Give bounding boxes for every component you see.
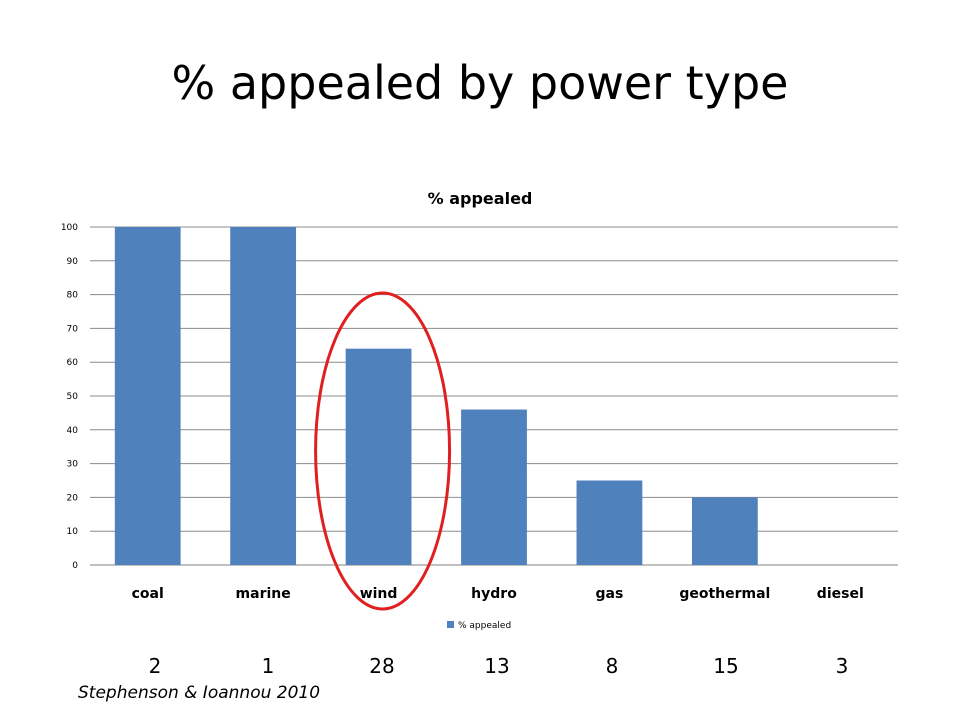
bar-chart: % appealed 0 10 20 30 40 50 60 70 80 90 100 coal ma… <box>61 189 898 631</box>
y-tick-label: 90 <box>67 257 79 267</box>
count-geothermal: 15 <box>713 654 739 678</box>
bars <box>114 227 758 565</box>
count-marine: 1 <box>261 654 275 678</box>
y-tick-label: 50 <box>67 392 79 402</box>
x-tick-label-wind: wind <box>360 586 398 602</box>
x-tick-label-coal: coal <box>132 586 164 602</box>
count-hydro: 13 <box>484 654 510 678</box>
count-coal: 2 <box>148 654 162 678</box>
slide-title: % appealed by power type <box>171 56 789 110</box>
y-tick-label: 70 <box>67 324 79 334</box>
chart-title: % appealed <box>428 189 533 208</box>
count-gas: 8 <box>605 654 619 678</box>
y-tick-label: 100 <box>61 223 78 233</box>
x-tick-label-marine: marine <box>236 586 291 602</box>
y-tick-label: 0 <box>72 561 78 571</box>
legend: % appealed <box>447 621 511 631</box>
counts-row: 2 1 28 13 8 15 3 <box>0 654 960 686</box>
x-axis-ticks: coal marine wind hydro gas geothermal diesel <box>132 586 864 602</box>
y-tick-label: 20 <box>67 493 79 503</box>
x-tick-label-hydro: hydro <box>471 586 517 602</box>
highlight-ellipse <box>314 291 452 611</box>
bar-coal <box>114 227 181 565</box>
y-tick-label: 30 <box>67 460 79 470</box>
bar-marine <box>230 227 297 565</box>
bar-gas <box>576 480 643 565</box>
x-tick-label-geothermal: geothermal <box>679 586 770 602</box>
bar-geothermal <box>691 497 758 565</box>
y-tick-label: 80 <box>67 291 79 301</box>
y-tick-label: 60 <box>67 358 79 368</box>
legend-label: % appealed <box>458 621 511 631</box>
x-tick-label-diesel: diesel <box>817 586 864 602</box>
legend-swatch <box>447 621 454 628</box>
y-tick-label: 10 <box>67 527 79 537</box>
count-wind: 28 <box>369 654 395 678</box>
count-diesel: 3 <box>835 654 849 678</box>
citation: Stephenson & Ioannou 2010 <box>78 683 321 703</box>
bar-hydro <box>461 409 527 565</box>
bar-wind <box>345 348 412 565</box>
x-tick-label-gas: gas <box>596 586 624 602</box>
y-tick-label: 40 <box>67 426 79 436</box>
y-axis-ticks: 0 10 20 30 40 50 60 70 80 90 100 <box>61 223 78 571</box>
